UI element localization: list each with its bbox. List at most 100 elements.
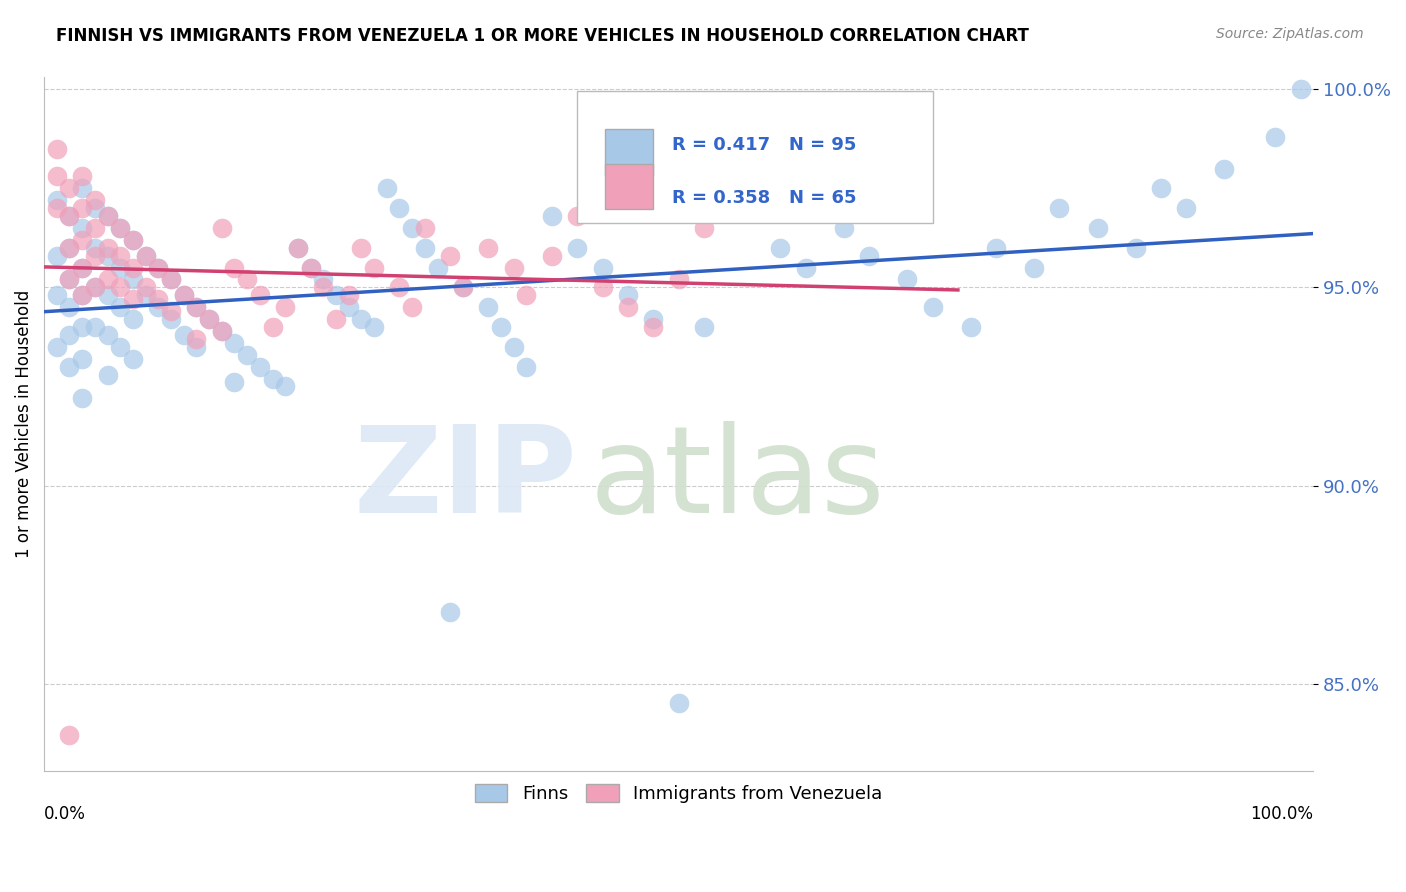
Point xyxy=(211,221,233,235)
Point xyxy=(173,328,195,343)
Point xyxy=(477,300,499,314)
Point xyxy=(668,272,690,286)
Point xyxy=(70,260,93,275)
Point xyxy=(363,320,385,334)
Point xyxy=(1264,129,1286,144)
Y-axis label: 1 or more Vehicles in Household: 1 or more Vehicles in Household xyxy=(15,290,32,558)
Point xyxy=(617,288,640,302)
Point xyxy=(135,280,157,294)
Point xyxy=(97,288,120,302)
Point xyxy=(110,260,132,275)
Point xyxy=(262,320,284,334)
Point xyxy=(477,241,499,255)
Point xyxy=(668,697,690,711)
Point xyxy=(135,249,157,263)
Point xyxy=(693,221,716,235)
Point xyxy=(135,288,157,302)
Point xyxy=(70,351,93,366)
Point xyxy=(262,371,284,385)
Point xyxy=(401,300,423,314)
Point xyxy=(540,249,562,263)
Point xyxy=(45,169,67,184)
FancyBboxPatch shape xyxy=(605,164,654,209)
Point xyxy=(110,221,132,235)
Point xyxy=(97,272,120,286)
Point xyxy=(160,304,183,318)
Point xyxy=(1213,161,1236,176)
Point xyxy=(45,194,67,208)
Point xyxy=(148,300,170,314)
Point xyxy=(1150,181,1173,195)
Point xyxy=(325,288,347,302)
Point xyxy=(439,605,461,619)
Point xyxy=(122,233,145,247)
Point xyxy=(70,260,93,275)
Point xyxy=(58,328,80,343)
Text: ZIP: ZIP xyxy=(353,421,576,538)
Point xyxy=(58,300,80,314)
Point xyxy=(413,221,436,235)
Point xyxy=(45,288,67,302)
Text: 0.0%: 0.0% xyxy=(44,805,86,823)
Point xyxy=(122,351,145,366)
Point xyxy=(451,280,474,294)
Point xyxy=(731,201,754,215)
Point xyxy=(1087,221,1109,235)
Point xyxy=(617,300,640,314)
Point xyxy=(249,359,271,374)
Text: Source: ZipAtlas.com: Source: ZipAtlas.com xyxy=(1216,27,1364,41)
Point xyxy=(451,280,474,294)
Point xyxy=(110,280,132,294)
Point xyxy=(70,288,93,302)
Point xyxy=(350,241,373,255)
Point xyxy=(832,221,855,235)
Point xyxy=(693,320,716,334)
FancyBboxPatch shape xyxy=(605,129,654,175)
Point xyxy=(148,260,170,275)
Point xyxy=(643,320,665,334)
Point xyxy=(325,312,347,326)
Point xyxy=(502,260,524,275)
Point xyxy=(1175,201,1198,215)
Point xyxy=(83,280,105,294)
Point xyxy=(274,379,297,393)
FancyBboxPatch shape xyxy=(576,91,932,223)
Point xyxy=(83,249,105,263)
Point xyxy=(45,340,67,354)
Point xyxy=(413,241,436,255)
Point xyxy=(186,300,208,314)
Point xyxy=(58,272,80,286)
Point xyxy=(224,260,246,275)
Point xyxy=(70,288,93,302)
Point xyxy=(45,249,67,263)
Point xyxy=(70,221,93,235)
Point xyxy=(70,169,93,184)
Point xyxy=(173,288,195,302)
Point xyxy=(794,260,817,275)
Point xyxy=(540,209,562,223)
Point xyxy=(363,260,385,275)
Point xyxy=(1289,82,1312,96)
Point xyxy=(160,272,183,286)
Point xyxy=(70,181,93,195)
Point xyxy=(160,272,183,286)
Point xyxy=(565,241,588,255)
Point xyxy=(97,209,120,223)
Point xyxy=(45,142,67,156)
Point xyxy=(110,300,132,314)
Point xyxy=(70,233,93,247)
Point xyxy=(388,201,411,215)
Point xyxy=(122,260,145,275)
Point xyxy=(515,288,537,302)
Point xyxy=(896,272,918,286)
Point xyxy=(122,233,145,247)
Point xyxy=(83,201,105,215)
Point xyxy=(959,320,981,334)
Point xyxy=(350,312,373,326)
Point xyxy=(198,312,221,326)
Point xyxy=(160,312,183,326)
Point xyxy=(274,300,297,314)
Point xyxy=(58,209,80,223)
Point xyxy=(211,324,233,338)
Point xyxy=(858,249,880,263)
